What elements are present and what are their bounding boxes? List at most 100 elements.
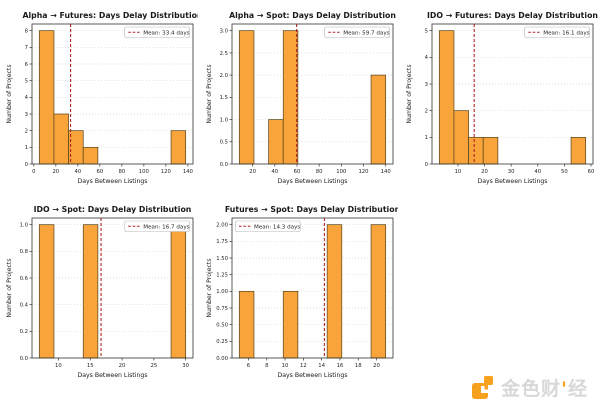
histogram-svg: Alpha → Spot: Days Delay Distribution 0.0… [206, 11, 396, 185]
x-tick-label: 12 [300, 363, 307, 369]
y-tick-label: 0 [25, 162, 29, 168]
y-tick-label: 0.0 [220, 162, 229, 168]
chart-title: Alpha → Futures: Days Delay Distribution [22, 11, 198, 20]
y-tick-label: 1.5 [220, 95, 228, 101]
y-tick-label: 1 [425, 135, 428, 141]
histogram-bar [53, 113, 69, 165]
x-tick-label: 0 [32, 169, 36, 175]
y-tick-label: 0.75 [216, 306, 228, 312]
chart-title: IDO → Spot: Days Delay Distribution [34, 205, 192, 214]
histogram-bar [82, 146, 99, 165]
x-tick-label: 18 [355, 363, 362, 369]
histogram-bar [170, 130, 187, 165]
histogram-bar [170, 224, 187, 359]
x-tick-label: 10 [282, 363, 289, 369]
legend-label: Mean: 14.3 days [254, 224, 300, 230]
chart-ido-to-spot: IDO → Spot: Days Delay Distribution 0.0 0.… [4, 202, 198, 394]
y-axis-label: Number of Projects [406, 64, 413, 123]
legend-box [324, 26, 390, 38]
y-tick-label: 1.25 [216, 273, 228, 279]
x-tick-label: 60 [294, 169, 301, 175]
histogram-bar [282, 30, 299, 165]
y-axis-label: Number of Projects [206, 64, 213, 123]
histogram-svg: Futures → Spot: Days Delay Distribution 0… [206, 205, 400, 379]
x-tick-label: 40 [271, 169, 278, 175]
y-tick-label: 5 [425, 29, 428, 35]
y-tick-label: 4 [25, 95, 29, 101]
x-tick-label: 20 [119, 363, 126, 369]
plot-frame [31, 23, 194, 165]
legend-label: Mean: 33.4 days [143, 30, 189, 36]
y-tick-label: 0.0 [20, 356, 29, 362]
y-tick-label: 1.00 [216, 289, 228, 295]
histogram-bar [38, 224, 55, 359]
x-tick-label: 60 [588, 169, 595, 175]
x-tick-label: 20 [52, 169, 59, 175]
x-axis-label: Days Between Listings [477, 178, 547, 185]
histogram-bar [370, 74, 387, 165]
x-tick-label: 100 [139, 169, 150, 175]
y-tick-label: 2.5 [220, 51, 228, 57]
y-axis-label: Number of Projects [206, 258, 213, 317]
x-tick-label: 80 [118, 169, 125, 175]
y-tick-label: 3.0 [220, 29, 229, 35]
chart-alpha-to-spot: Alpha → Spot: Days Delay Distribution 0.0… [204, 8, 398, 200]
x-tick-label: 14 [318, 363, 325, 369]
y-tick-label: 3 [425, 82, 428, 88]
jinse-finance-logo-icon [472, 376, 494, 399]
y-tick-label: 0.4 [20, 303, 29, 309]
y-tick-label: 1.50 [216, 256, 228, 262]
x-tick-label: 120 [358, 169, 369, 175]
y-tick-label: 1.75 [216, 239, 228, 245]
legend-box [124, 26, 190, 38]
histogram-bar [438, 30, 455, 165]
chart-title: IDO → Futures: Days Delay Distribution [427, 11, 598, 20]
y-tick-label: 0.8 [20, 249, 29, 255]
y-tick-label: 0.2 [20, 329, 28, 335]
x-tick-label: 6 [247, 363, 251, 369]
legend-label: Mean: 59.7 days [343, 30, 389, 36]
legend-box [235, 220, 301, 232]
y-tick-label: 1.0 [220, 117, 229, 123]
y-tick-label: 0.6 [20, 276, 29, 282]
x-tick-label: 16 [337, 363, 344, 369]
y-tick-label: 0 [425, 162, 429, 168]
chart-futures-to-spot: Futures → Spot: Days Delay Distribution 0… [204, 202, 400, 394]
y-tick-label: 7 [25, 45, 28, 51]
histogram-bar [268, 119, 284, 165]
x-axis-label: Days Between Listings [277, 372, 347, 379]
x-tick-label: 20 [481, 169, 488, 175]
y-axis-label: Number of Projects [6, 258, 13, 317]
histogram-bar [453, 110, 469, 165]
x-tick-label: 10 [55, 363, 62, 369]
x-tick-label: 20 [373, 363, 380, 369]
x-tick-label: 30 [182, 363, 189, 369]
x-tick-label: 80 [316, 169, 323, 175]
histogram-bar [370, 224, 387, 359]
y-tick-label: 0.5 [220, 140, 228, 146]
x-tick-label: 30 [508, 169, 515, 175]
plot-frame [31, 217, 194, 359]
legend-box [124, 220, 190, 232]
y-tick-label: 0.00 [216, 356, 228, 362]
x-tick-label: 100 [336, 169, 347, 175]
y-axis-label: Number of Projects [6, 64, 13, 123]
histogram-svg: Alpha → Futures: Days Delay Distribution… [6, 11, 203, 185]
histogram-bar [570, 136, 587, 165]
y-tick-label: 2.00 [216, 223, 228, 229]
x-tick-label: 10 [455, 169, 462, 175]
chart-title: Alpha → Spot: Days Delay Distribution [229, 11, 396, 20]
chart-title: Futures → Spot: Days Delay Distribution [225, 205, 398, 214]
x-tick-label: 8 [265, 363, 269, 369]
y-tick-label: 3 [25, 112, 28, 118]
histogram-svg: IDO → Futures: Days Delay Distribution 0 1… [406, 11, 598, 185]
y-tick-label: 6 [25, 62, 29, 68]
y-tick-label: 0.50 [216, 323, 228, 329]
histogram-bar [38, 30, 55, 165]
x-tick-label: 50 [561, 169, 568, 175]
histogram-svg: IDO → Spot: Days Delay Distribution 0.0 0.… [6, 205, 194, 379]
plot-frame [431, 23, 594, 165]
legend-box [524, 26, 590, 38]
legend-label: Mean: 16.1 days [543, 30, 589, 36]
x-tick-label: 20 [249, 169, 256, 175]
